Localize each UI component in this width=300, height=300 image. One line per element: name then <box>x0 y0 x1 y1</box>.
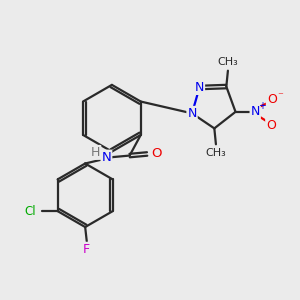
Text: N: N <box>102 151 111 164</box>
Text: CH₃: CH₃ <box>218 57 238 67</box>
Text: O: O <box>266 119 276 132</box>
Text: N: N <box>250 105 260 118</box>
Text: H: H <box>91 146 100 159</box>
Text: F: F <box>83 243 90 256</box>
Text: O: O <box>267 93 277 106</box>
Text: O: O <box>151 148 161 160</box>
Text: +: + <box>258 101 266 111</box>
Text: CH₃: CH₃ <box>206 148 226 158</box>
Text: ⁻: ⁻ <box>278 92 284 102</box>
Text: Cl: Cl <box>25 205 37 218</box>
Text: N: N <box>188 107 197 120</box>
Text: N: N <box>195 81 204 94</box>
